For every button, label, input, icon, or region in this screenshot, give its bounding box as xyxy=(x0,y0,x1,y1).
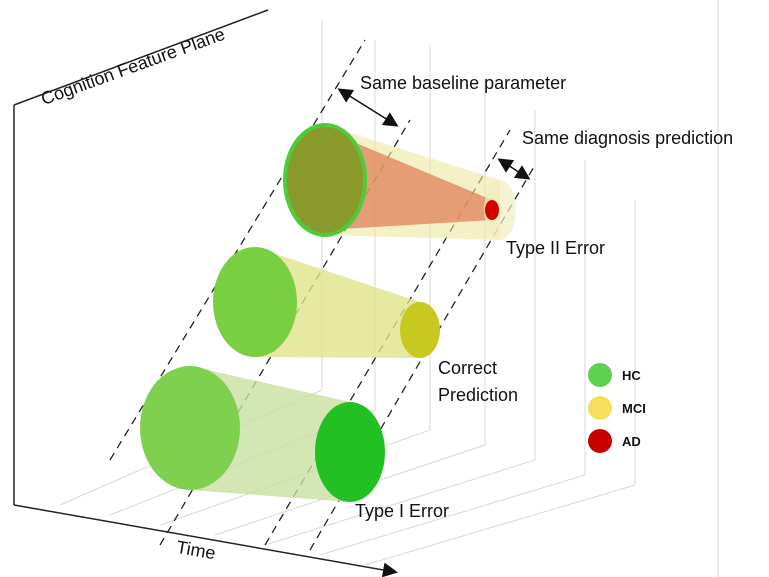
annotation: Same diagnosis prediction xyxy=(522,128,733,148)
cone-correct xyxy=(213,247,440,358)
legend-swatch xyxy=(588,363,612,387)
cone-type2 xyxy=(285,125,516,240)
legend-label: MCI xyxy=(622,401,646,416)
plane-label: Cognition Feature Plane xyxy=(38,24,227,109)
legend-label: AD xyxy=(622,434,641,449)
cone-type1 xyxy=(140,366,385,502)
legend-swatch xyxy=(588,396,612,420)
annotation: Prediction xyxy=(438,385,518,405)
time-label: Time xyxy=(175,537,217,564)
diagram: Cognition Feature Plane Time Same baseli… xyxy=(0,0,769,577)
legend-label: HC xyxy=(622,368,641,383)
annotation: Same baseline parameter xyxy=(360,73,566,93)
annotation: Type I Error xyxy=(355,501,449,521)
legend-swatch xyxy=(588,429,612,453)
annotation: Correct xyxy=(438,358,497,378)
legend: HC MCI AD xyxy=(588,363,646,453)
annotation: Type II Error xyxy=(506,238,605,258)
